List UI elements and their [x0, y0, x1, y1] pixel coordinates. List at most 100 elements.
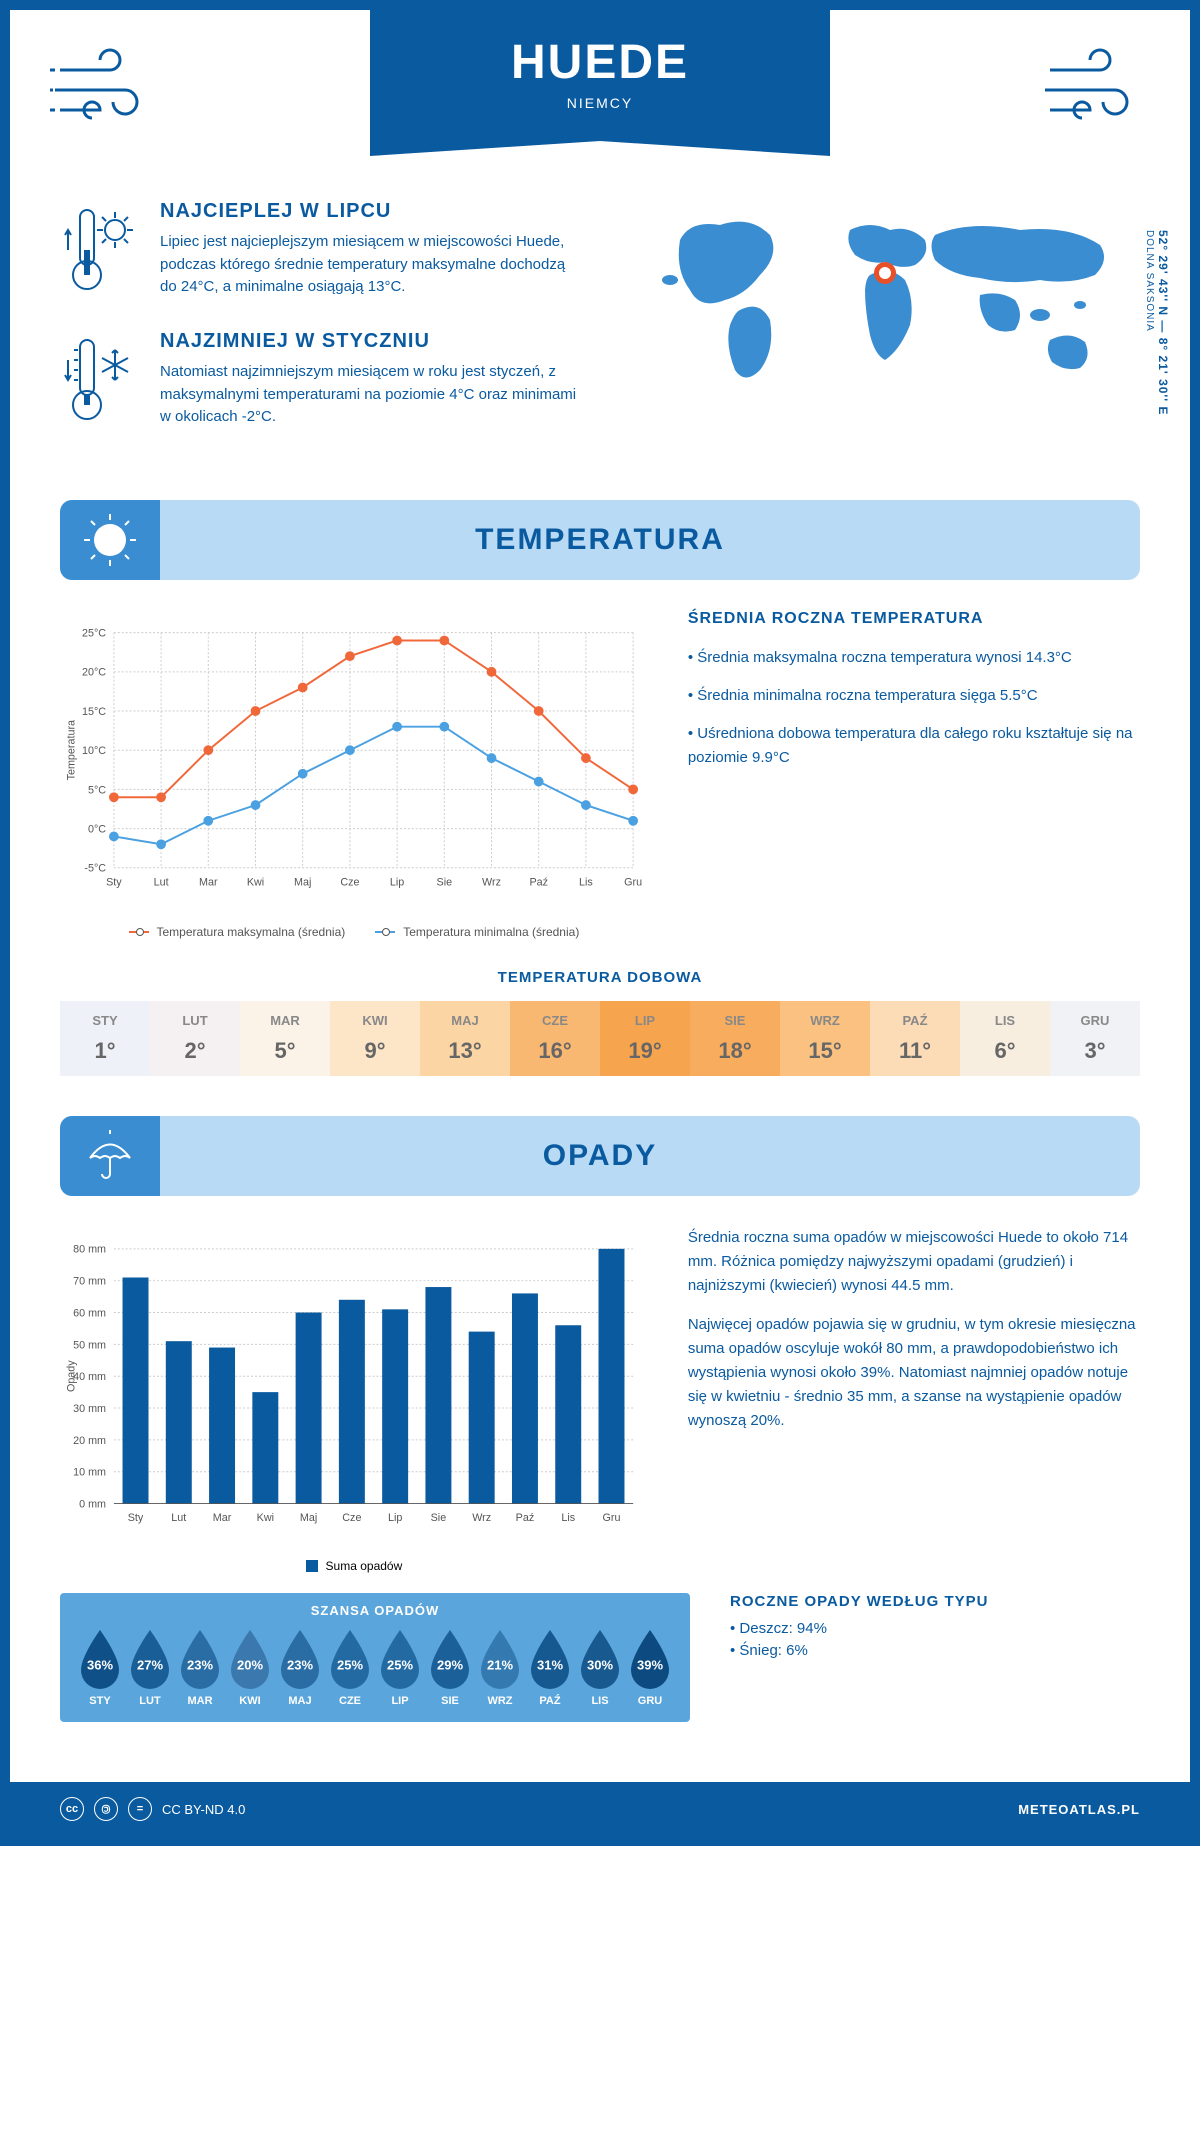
temperature-section-header: TEMPERATURA	[60, 500, 1140, 580]
site-name: METEOATLAS.PL	[1018, 1802, 1140, 1817]
svg-text:15°C: 15°C	[82, 706, 106, 718]
svg-text:Kwi: Kwi	[247, 876, 264, 888]
chart-legend: .legend-sw::after{border-color:inherit}T…	[60, 925, 648, 939]
svg-text:0 mm: 0 mm	[79, 1498, 106, 1510]
hot-fact-title: NAJCIEPLEJ W LIPCU	[160, 200, 580, 223]
hot-fact: NAJCIEPLEJ W LIPCU Lipiec jest najcieple…	[60, 200, 580, 305]
daily-temp-cell: WRZ15°	[780, 1001, 870, 1076]
daily-temp-cell: CZE16°	[510, 1001, 600, 1076]
svg-text:Sie: Sie	[437, 876, 453, 888]
temperature-info: ŚREDNIA ROCZNA TEMPERATURA • Średnia mak…	[688, 610, 1140, 939]
svg-text:Lis: Lis	[579, 876, 593, 888]
svg-text:25°C: 25°C	[82, 628, 106, 640]
svg-text:Wrz: Wrz	[472, 1512, 491, 1524]
precip-p2: Najwięcej opadów pojawia się w grudniu, …	[688, 1313, 1140, 1433]
svg-text:30 mm: 30 mm	[73, 1403, 106, 1415]
svg-text:20 mm: 20 mm	[73, 1435, 106, 1447]
svg-text:Kwi: Kwi	[257, 1512, 274, 1524]
precipitation-section-header: OPADY	[60, 1116, 1140, 1196]
svg-text:Lut: Lut	[171, 1512, 186, 1524]
daily-temp-cell: LUT2°	[150, 1001, 240, 1076]
temp-info-p1: • Średnia maksymalna roczna temperatura …	[688, 646, 1140, 670]
rain-chance-drop: 21% WRZ	[475, 1628, 525, 1707]
wind-icon	[1035, 40, 1155, 130]
rain-chance-drop: 29% SIE	[425, 1628, 475, 1707]
legend-max: Temperatura maksymalna (średnia)	[157, 925, 346, 939]
svg-text:Sie: Sie	[431, 1512, 447, 1524]
thermometer-hot-icon	[60, 200, 140, 305]
svg-text:Gru: Gru	[603, 1512, 621, 1524]
svg-text:40 mm: 40 mm	[73, 1371, 106, 1383]
cold-fact-title: NAJZIMNIEJ W STYCZNIU	[160, 330, 580, 353]
svg-text:Lut: Lut	[154, 876, 169, 888]
rain-chance-drop: 23% MAJ	[275, 1628, 325, 1707]
svg-text:70 mm: 70 mm	[73, 1276, 106, 1288]
temp-info-title: ŚREDNIA ROCZNA TEMPERATURA	[688, 610, 1140, 628]
svg-text:80 mm: 80 mm	[73, 1244, 106, 1256]
rain-chance-title: SZANSA OPADÓW	[75, 1603, 675, 1618]
cold-fact-text: Natomiast najzimniejszym miesiącem w rok…	[160, 361, 580, 429]
daily-temp-cell: STY1°	[60, 1001, 150, 1076]
svg-text:10°C: 10°C	[82, 745, 106, 757]
daily-temp-cell: MAJ13°	[420, 1001, 510, 1076]
precip-type-box: ROCZNE OPADY WEDŁUG TYPU • Deszcz: 94% •…	[730, 1593, 1140, 1722]
precip-type-title: ROCZNE OPADY WEDŁUG TYPU	[730, 1593, 1140, 1610]
precipitation-title: OPADY	[543, 1139, 657, 1173]
sun-icon	[60, 500, 160, 580]
license-text: CC BY-ND 4.0	[162, 1802, 245, 1817]
title-banner: HUEDE NIEMCY	[370, 10, 830, 141]
temperature-chart: -5°C0°C5°C10°C15°C20°C25°CStyLutMarKwiMa…	[60, 610, 648, 939]
svg-text:Lip: Lip	[390, 876, 404, 888]
rain-chance-drop: 36% STY	[75, 1628, 125, 1707]
svg-text:5°C: 5°C	[88, 784, 106, 796]
svg-text:Wrz: Wrz	[482, 876, 501, 888]
svg-text:10 mm: 10 mm	[73, 1467, 106, 1479]
precip-type-snow: • Śnieg: 6%	[730, 1642, 1140, 1659]
country-name: NIEMCY	[370, 95, 830, 111]
wind-icon	[45, 40, 165, 130]
svg-text:Opady: Opady	[66, 1360, 78, 1392]
temp-info-p3: • Uśredniona dobowa temperatura dla całe…	[688, 722, 1140, 770]
precip-p1: Średnia roczna suma opadów w miejscowośc…	[688, 1226, 1140, 1298]
svg-text:Maj: Maj	[294, 876, 311, 888]
rain-chance-drop: 25% CZE	[325, 1628, 375, 1707]
svg-text:Cze: Cze	[342, 1512, 361, 1524]
daily-temp-cell: GRU3°	[1050, 1001, 1140, 1076]
svg-text:Cze: Cze	[340, 876, 359, 888]
daily-temp-cell: LIS6°	[960, 1001, 1050, 1076]
svg-text:Lip: Lip	[388, 1512, 402, 1524]
legend-min: Temperatura minimalna (średnia)	[403, 925, 579, 939]
svg-text:Lis: Lis	[561, 1512, 575, 1524]
svg-text:0°C: 0°C	[88, 823, 106, 835]
svg-text:20°C: 20°C	[82, 667, 106, 679]
rain-chance-drop: 23% MAR	[175, 1628, 225, 1707]
rain-chance-box: SZANSA OPADÓW 36% STY 27% LUT 23% MAR 20…	[60, 1593, 690, 1722]
daily-temp-title: TEMPERATURA DOBOWA	[60, 969, 1140, 986]
hot-fact-text: Lipiec jest najcieplejszym miesiącem w m…	[160, 231, 580, 299]
region-label: DOLNA SAKSONIA	[1144, 230, 1155, 332]
nd-icon: =	[128, 1797, 152, 1821]
thermometer-cold-icon	[60, 330, 140, 435]
rain-chance-drop: 25% LIP	[375, 1628, 425, 1707]
coordinates: 52° 29' 43'' N — 8° 21' 30'' E	[1156, 230, 1170, 415]
svg-text:50 mm: 50 mm	[73, 1339, 106, 1351]
precipitation-chart: 0 mm10 mm20 mm30 mm40 mm50 mm60 mm70 mm8…	[60, 1226, 648, 1573]
daily-temp-cell: PAŹ11°	[870, 1001, 960, 1076]
world-map	[620, 200, 1140, 400]
header: HUEDE NIEMCY	[10, 10, 1190, 170]
svg-text:Sty: Sty	[106, 876, 122, 888]
svg-text:Maj: Maj	[300, 1512, 317, 1524]
svg-text:Mar: Mar	[213, 1512, 232, 1524]
daily-temp-cell: KWI9°	[330, 1001, 420, 1076]
rain-chance-drop: 39% GRU	[625, 1628, 675, 1707]
precip-legend: Suma opadów	[60, 1559, 648, 1573]
temperature-title: TEMPERATURA	[475, 523, 725, 557]
rain-chance-drop: 20% KWI	[225, 1628, 275, 1707]
cc-icon: cc	[60, 1797, 84, 1821]
footer: cc 🄯 = CC BY-ND 4.0 METEOATLAS.PL	[10, 1782, 1190, 1836]
temp-info-p2: • Średnia minimalna roczna temperatura s…	[688, 684, 1140, 708]
svg-text:Gru: Gru	[624, 876, 642, 888]
svg-text:-5°C: -5°C	[84, 863, 106, 875]
precipitation-info: Średnia roczna suma opadów w miejscowośc…	[688, 1226, 1140, 1573]
svg-text:Paź: Paź	[516, 1512, 535, 1524]
